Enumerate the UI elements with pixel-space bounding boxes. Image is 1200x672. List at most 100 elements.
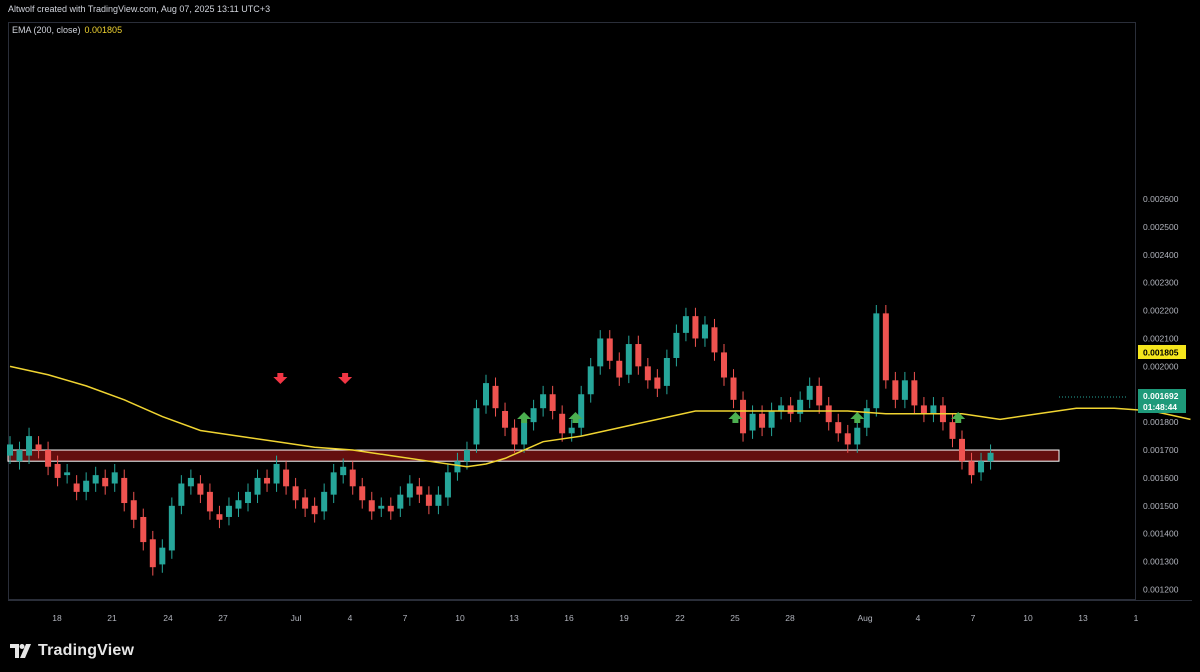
- candle-body: [597, 338, 603, 366]
- price-tick-label: 0.001700: [1143, 445, 1179, 455]
- candle-body: [835, 422, 841, 433]
- price-tick-label: 0.001800: [1143, 417, 1179, 427]
- candle-body: [359, 486, 365, 500]
- candle-body: [283, 470, 289, 487]
- candle-body: [512, 428, 518, 445]
- candle-body: [902, 380, 908, 400]
- candle-body: [626, 344, 632, 375]
- candle-body: [778, 405, 784, 411]
- candle-body: [397, 495, 403, 509]
- time-tick-label: 18: [52, 613, 62, 623]
- candle-body: [921, 405, 927, 413]
- candle-body: [502, 411, 508, 428]
- candle-body: [407, 484, 413, 498]
- candle-body: [64, 472, 70, 475]
- candle-body: [759, 414, 765, 428]
- price-badges: 0.001805 0.001692 01:48:44: [1138, 345, 1186, 413]
- time-tick-label: 13: [1078, 613, 1088, 623]
- up-arrow-icon: [517, 412, 531, 423]
- time-tick-label: 25: [730, 613, 740, 623]
- candle-body: [169, 506, 175, 551]
- candle-body: [435, 495, 441, 506]
- candle-body: [692, 316, 698, 338]
- candle-body: [483, 383, 489, 405]
- price-tick-label: 0.001300: [1143, 557, 1179, 567]
- candle-body: [883, 313, 889, 380]
- candle-body: [654, 378, 660, 389]
- candle-body: [864, 408, 870, 428]
- candle-body: [26, 436, 32, 456]
- candle-body: [17, 450, 23, 461]
- candle-body: [664, 358, 670, 386]
- candle-body: [969, 461, 975, 475]
- time-axis[interactable]: 18 21 24 27 Jul 4 7 10 13 16 19 22 25 28 Aug 4 7 10 13 1: [52, 613, 1138, 623]
- candle-body: [588, 366, 594, 394]
- candle-body: [559, 414, 565, 434]
- candle-body: [721, 352, 727, 377]
- candle-body: [226, 506, 232, 517]
- candle-body: [788, 405, 794, 413]
- candle-body: [264, 478, 270, 484]
- time-tick-label: 21: [107, 613, 117, 623]
- tradingview-logo-icon: [10, 644, 32, 658]
- candle-body: [188, 478, 194, 486]
- candle-body: [112, 472, 118, 483]
- candle-body: [740, 400, 746, 433]
- bar-countdown-label: 01:48:44: [1143, 402, 1177, 412]
- candle-body: [321, 492, 327, 512]
- candle-body: [140, 517, 146, 542]
- price-tick-label: 0.002500: [1143, 222, 1179, 232]
- candle-body: [645, 366, 651, 380]
- time-tick-label: 28: [785, 613, 795, 623]
- candle-body: [473, 408, 479, 444]
- candle-body: [540, 394, 546, 408]
- candle-body: [197, 484, 203, 495]
- candle-body: [531, 408, 537, 422]
- ema-price-badge-label: 0.001805: [1143, 348, 1179, 358]
- time-tick-label: 16: [564, 613, 574, 623]
- brand-footer[interactable]: TradingView: [10, 640, 134, 662]
- candle-body: [988, 453, 994, 461]
- price-tick-label: 0.001400: [1143, 529, 1179, 539]
- candle-body: [454, 461, 460, 472]
- candle-body: [683, 316, 689, 333]
- time-tick-label: 22: [675, 613, 685, 623]
- time-tick-label: 24: [163, 613, 173, 623]
- candle-body: [274, 464, 280, 484]
- candle-body: [416, 486, 422, 494]
- candle-body: [102, 478, 108, 486]
- candle-body: [302, 497, 308, 508]
- candle-body: [930, 405, 936, 413]
- down-arrow-icon: [273, 373, 287, 384]
- candle-body: [93, 475, 99, 483]
- candle-body: [55, 464, 61, 478]
- time-tick-label: 1: [1134, 613, 1139, 623]
- candle-body: [616, 361, 622, 378]
- time-tick-label: 13: [509, 613, 519, 623]
- candle-body: [74, 484, 80, 492]
- candle-body: [464, 450, 470, 461]
- candle-body: [293, 486, 299, 500]
- price-tick-label: 0.002100: [1143, 333, 1179, 343]
- price-tick-label: 0.002400: [1143, 250, 1179, 260]
- candle-body: [83, 481, 89, 492]
- candle-body: [807, 386, 813, 400]
- time-tick-label: 4: [348, 613, 353, 623]
- candle-body: [873, 313, 879, 408]
- candle-body: [178, 484, 184, 506]
- candle-body: [235, 500, 241, 508]
- candle-body: [7, 444, 13, 455]
- time-tick-label: 7: [403, 613, 408, 623]
- time-tick-label: 10: [455, 613, 465, 623]
- candle-body: [521, 422, 527, 444]
- candle-body: [845, 433, 851, 444]
- candle-body: [978, 461, 984, 472]
- candle-body: [207, 492, 213, 512]
- time-tick-label: 19: [619, 613, 629, 623]
- price-tick-label: 0.002300: [1143, 278, 1179, 288]
- support-zone-rect: [8, 450, 1059, 461]
- candle-body: [702, 325, 708, 339]
- price-tick-label: 0.001600: [1143, 473, 1179, 483]
- candle-body: [121, 478, 127, 503]
